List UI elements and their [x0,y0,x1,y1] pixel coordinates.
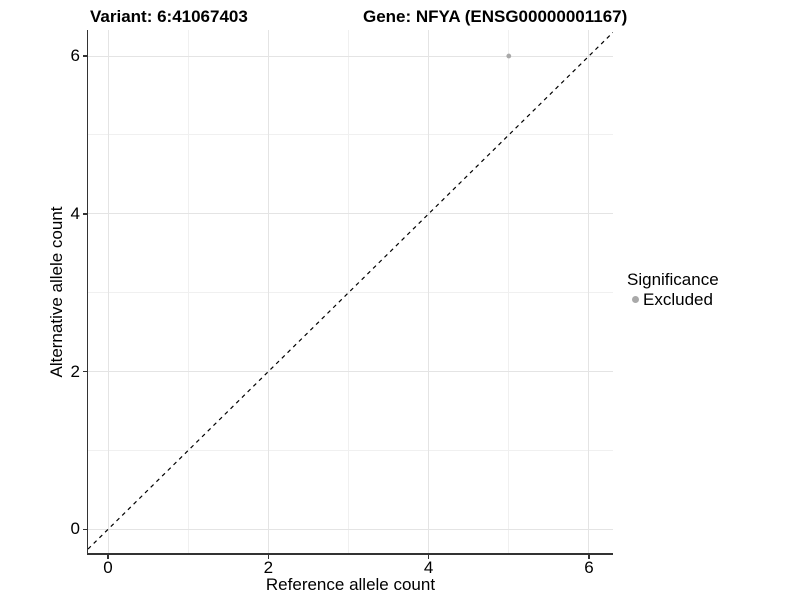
legend-items: Excluded [627,290,719,309]
gridline-y-major [88,55,613,57]
gridline-x-minor [187,30,189,553]
x-tick [427,554,430,559]
gridline-x-major [428,30,430,553]
legend-item: Excluded [627,290,719,309]
legend: Significance Excluded [627,270,719,309]
gridline-y-minor [88,449,613,451]
x-axis-line [86,553,613,555]
gridline-y-minor [88,292,613,294]
y-tick [82,55,87,57]
x-tick [588,554,590,559]
x-axis-title: Reference allele count [265,575,436,594]
y-tick [82,370,87,373]
x-tick-label: 4 [423,558,434,577]
gridline-y-minor [88,134,613,136]
x-tick-label: 0 [103,558,113,577]
plot-panel [88,30,613,553]
legend-key [627,296,643,303]
gridline-x-minor [347,30,349,553]
y-axis-line [86,30,88,555]
identity-line [88,31,613,550]
legend-item-label: Excluded [643,289,713,309]
panel-overlay [88,31,613,550]
legend-point-icon [631,296,639,303]
plot-title-gene: Gene: NFYA (ENSG00000001167) [363,7,628,26]
gridline-x-major [107,30,109,553]
gridline-x-minor [508,30,510,553]
y-tick [82,213,87,215]
x-tick [107,554,109,559]
gridline-y-major [88,371,613,373]
y-tick-label: 6 [70,46,80,66]
y-axis-title: Alternative allele count [47,206,66,378]
gridline-x-major [267,30,269,553]
x-tick-label: 2 [263,558,274,577]
gridline-y-major [88,528,613,530]
y-tick-label: 4 [70,203,80,223]
y-tick-label: 2 [70,361,80,381]
y-tick [82,528,87,531]
x-tick [267,554,270,559]
data-point [506,53,512,59]
gridline-y-major [88,213,613,215]
x-tick-label: 6 [584,558,594,577]
gridline-x-major [588,30,590,553]
legend-title: Significance [627,270,719,289]
plot-title-variant: Variant: 6:41067403 [90,7,248,26]
y-tick-label: 0 [70,519,80,539]
